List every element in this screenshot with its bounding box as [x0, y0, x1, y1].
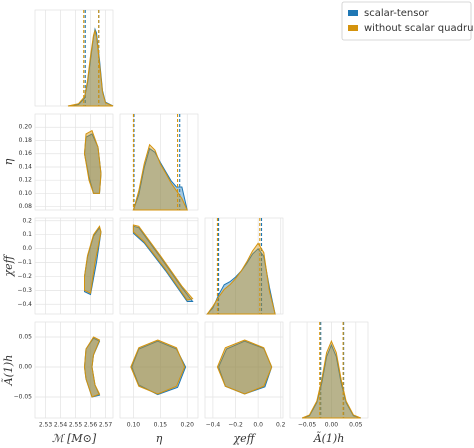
x-axis-label: η — [156, 432, 163, 445]
y-tick-label: 0.08 — [19, 203, 33, 210]
legend: scalar-tensor without scalar quadrupole — [341, 1, 474, 41]
x-tick-label: 0.10 — [127, 422, 141, 429]
legend-label: without scalar quadrupole — [364, 23, 474, 34]
x-tick-label: 2.54 — [54, 422, 68, 429]
legend-box — [341, 1, 472, 41]
y-tick-label: −0.3 — [17, 287, 32, 294]
contour — [132, 225, 194, 302]
marginal — [132, 143, 188, 211]
x-tick-label: 0.2 — [276, 422, 286, 429]
x-tick-label: 0.20 — [181, 422, 195, 429]
y-tick-label: 0.18 — [19, 137, 33, 144]
legend-label: scalar-tensor — [364, 8, 430, 19]
x-tick-label: −0.2 — [228, 422, 243, 429]
contour — [130, 339, 186, 395]
panel — [34, 9, 114, 107]
y-tick-label: 0.20 — [19, 124, 33, 131]
marginal — [206, 242, 276, 315]
y-tick-label: 0.00 — [19, 364, 33, 371]
x-tick-label: 2.53 — [39, 422, 53, 429]
y-tick-label: 0.2 — [22, 217, 32, 224]
x-tick-label: 0.05 — [349, 422, 363, 429]
x-axis-label: Ã(1)h — [313, 431, 345, 445]
x-tick-label: 2.55 — [69, 422, 83, 429]
y-tick-label: 0.14 — [19, 163, 33, 170]
y-tick-label: 0.1 — [22, 231, 32, 238]
x-axis-label: χeff — [233, 432, 257, 445]
marginal — [302, 339, 361, 419]
y-tick-label: 0.12 — [19, 177, 33, 184]
x-axis-label: ℳ [M⊙] — [52, 432, 97, 445]
y-tick-label: −0.4 — [17, 301, 32, 308]
contour — [132, 224, 194, 301]
contour — [84, 225, 102, 294]
y-tick-label: 0.16 — [19, 150, 33, 157]
legend-swatch — [348, 10, 358, 16]
x-tick-label: −0.4 — [206, 422, 221, 429]
panel — [34, 113, 114, 211]
marginal — [302, 343, 361, 419]
y-tick-label: 0.05 — [19, 334, 33, 341]
y-tick-label: −0.05 — [14, 394, 33, 401]
y-tick-label: 0.0 — [22, 245, 32, 252]
marginal — [132, 147, 188, 211]
contour — [83, 129, 102, 194]
legend-swatch — [348, 25, 358, 31]
panel — [34, 321, 114, 419]
y-tick-label: 0.10 — [19, 190, 33, 197]
x-tick-label: −0.05 — [298, 422, 317, 429]
y-axis-label: Ã(1)h — [1, 355, 15, 387]
y-tick-label: −0.2 — [17, 273, 32, 280]
x-tick-label: 0.15 — [154, 422, 168, 429]
y-axis-label: η — [2, 158, 15, 165]
contour — [216, 339, 273, 395]
panel — [289, 321, 369, 419]
y-tick-label: −0.1 — [17, 259, 32, 266]
marginal — [67, 28, 114, 107]
contour — [83, 336, 101, 398]
x-tick-label: 2.57 — [99, 422, 113, 429]
x-tick-label: 2.56 — [84, 422, 98, 429]
x-tick-label: 0.0 — [253, 422, 263, 429]
x-tick-label: 0.00 — [325, 422, 339, 429]
y-axis-label: χeff — [2, 253, 15, 277]
panel — [34, 217, 114, 315]
